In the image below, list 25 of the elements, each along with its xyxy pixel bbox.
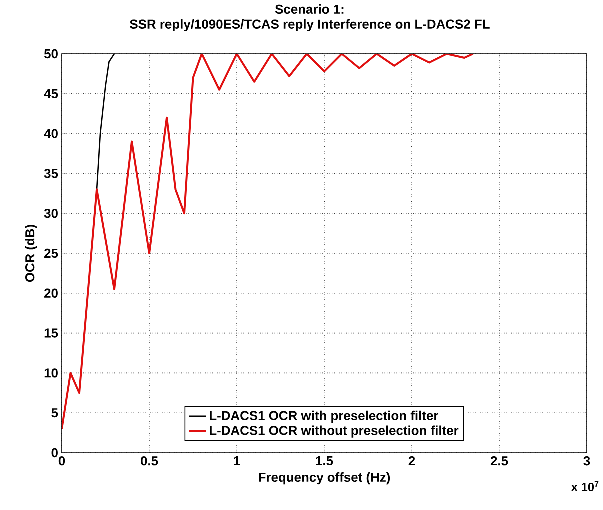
y-tick-label: 20 bbox=[44, 288, 58, 298]
legend-label: L-DACS1 OCR with preselection filter bbox=[210, 410, 439, 423]
y-axis-title: OCR (dB) bbox=[25, 225, 38, 282]
chart-title: Scenario 1: bbox=[275, 4, 344, 14]
y-tick-label: 40 bbox=[44, 129, 58, 138]
y-tick-label: 25 bbox=[44, 248, 58, 258]
y-tick-label: 35 bbox=[44, 169, 58, 178]
chart-subtitle: SSR reply/1090ES/TCAS reply Interference on L-DACS2 FL bbox=[130, 19, 490, 32]
y-tick-label: 10 bbox=[44, 368, 58, 378]
x-tick-label: 1.5 bbox=[316, 456, 334, 466]
x-tick-label: 0 bbox=[58, 456, 66, 466]
legend-label: L-DACS1 OCR without preselection filter bbox=[210, 426, 459, 438]
x-tick-label: 3 bbox=[584, 456, 590, 466]
y-tick-label: 15 bbox=[44, 328, 58, 338]
x-tick-label: 2.5 bbox=[490, 456, 508, 466]
x-axis-title: Frequency offset (Hz) bbox=[259, 472, 390, 485]
y-tick-label: 45 bbox=[44, 89, 58, 98]
y-tick-label: 5 bbox=[52, 408, 58, 418]
x-tick-label: 1 bbox=[234, 456, 240, 466]
x-tick-label: 0.5 bbox=[141, 456, 158, 466]
y-tick-label: 30 bbox=[44, 209, 58, 218]
x-tick-label: 2 bbox=[408, 456, 416, 466]
text: x 10$^{7}$ bbox=[571, 482, 599, 492]
y-tick-label: 50 bbox=[44, 49, 58, 59]
y-tick-label: 0 bbox=[52, 448, 58, 458]
